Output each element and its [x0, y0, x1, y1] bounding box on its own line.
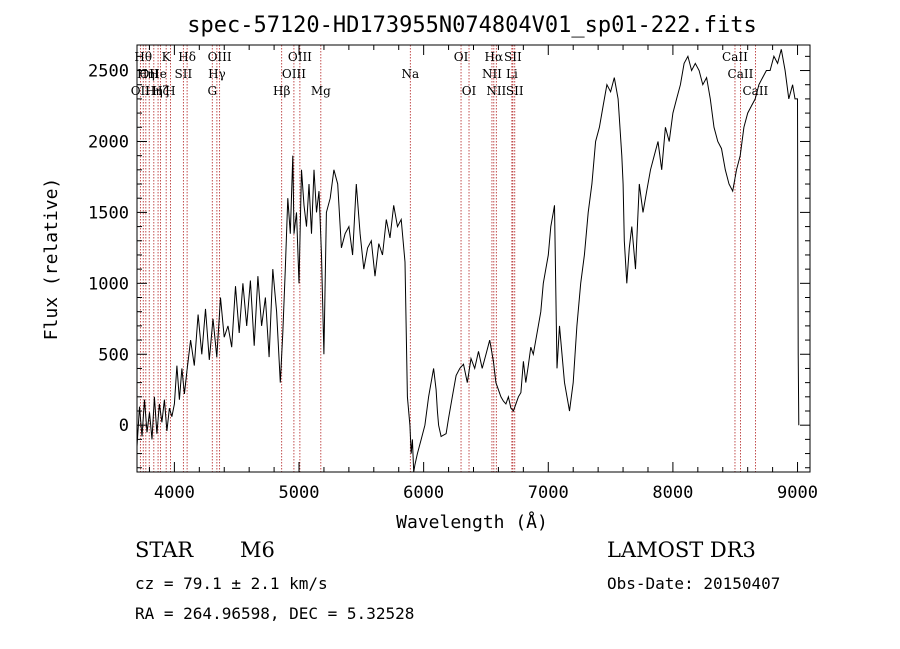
- line-marker-label-20: OI: [462, 84, 477, 98]
- plot-frame: [136, 44, 811, 473]
- observation-date: Obs-Date: 20150407: [607, 574, 781, 593]
- line-marker-label-5: He: [149, 67, 167, 81]
- line-marker-label-17: Mg: [311, 84, 331, 98]
- coordinates: RA = 264.96598, DEC = 5.32528: [135, 604, 415, 623]
- line-marker-label-14: Hβ: [273, 84, 290, 98]
- x-axis-label: Wavelength (Å): [396, 511, 548, 533]
- line-marker-label-4: Hη: [145, 84, 163, 98]
- line-marker-label-11: G: [207, 84, 217, 98]
- line-markers: [139, 45, 756, 472]
- line-marker-label-24: Li: [506, 67, 518, 81]
- y-tick-label-2: 1000: [88, 274, 129, 294]
- object-subclass: M6: [240, 538, 275, 562]
- line-marker-label-29: CaII: [742, 84, 768, 98]
- line-marker-label-6: Hζ: [152, 84, 169, 98]
- line-marker-label-27: CaII: [722, 50, 748, 64]
- y-tick-label-3: 1500: [88, 203, 129, 223]
- line-marker-label-7: K: [162, 50, 172, 64]
- y-tick-label-1: 500: [98, 345, 129, 365]
- line-marker-label-25: SII: [504, 50, 522, 64]
- line-marker-label-8: H: [165, 84, 175, 98]
- x-tick-label-5: 9000: [777, 483, 818, 503]
- x-tick-label-0: 4000: [154, 483, 195, 503]
- x-tick-label-1: 5000: [279, 483, 320, 503]
- line-marker-label-0: OII: [131, 84, 151, 98]
- line-marker-label-1: Hθ: [134, 50, 152, 64]
- line-marker-label-16: OIII: [288, 50, 312, 64]
- line-marker-label-21: NII: [482, 67, 502, 81]
- x-axis: 4000 5000 6000 7000 8000 9000: [148, 45, 818, 503]
- object-class: STAR: [135, 538, 194, 562]
- y-axis-label: Flux (relative): [41, 178, 62, 341]
- line-marker-label-9: SII: [175, 67, 193, 81]
- line-marker-label-13: OIII: [208, 50, 232, 64]
- line-marker-label-18: Na: [401, 67, 419, 81]
- survey-name: LAMOST DR3: [607, 538, 756, 562]
- line-marker-label-10: Hδ: [178, 50, 196, 64]
- chart-title: spec-57120-HD173955N074804V01_sp01-222.f…: [187, 13, 757, 38]
- y-tick-label-0: 0: [119, 416, 129, 436]
- x-tick-label-3: 7000: [528, 483, 569, 503]
- line-marker-label-23: NII: [486, 84, 506, 98]
- y-tick-label-4: 2000: [88, 132, 129, 152]
- line-marker-label-26: SII: [506, 84, 524, 98]
- y-axis: 0 500 1000 1500 2000 2500: [88, 55, 810, 469]
- x-tick-label-2: 6000: [403, 483, 444, 503]
- y-tick-label-5: 2500: [88, 62, 129, 82]
- x-tick-label-4: 8000: [652, 483, 693, 503]
- line-marker-labels: OIIHθHηOIIHηHeHζKHSIIHδGHγOIIIHβOIIIOIII…: [131, 50, 769, 98]
- line-marker-label-28: CaII: [728, 67, 754, 81]
- line-marker-label-15: OIII: [282, 67, 306, 81]
- line-marker-label-19: OI: [454, 50, 469, 64]
- line-marker-label-12: Hγ: [208, 67, 226, 81]
- line-marker-label-22: Hα: [485, 50, 504, 64]
- redshift-value: cz = 79.1 ± 2.1 km/s: [135, 574, 328, 593]
- spectrum-line: [136, 49, 800, 473]
